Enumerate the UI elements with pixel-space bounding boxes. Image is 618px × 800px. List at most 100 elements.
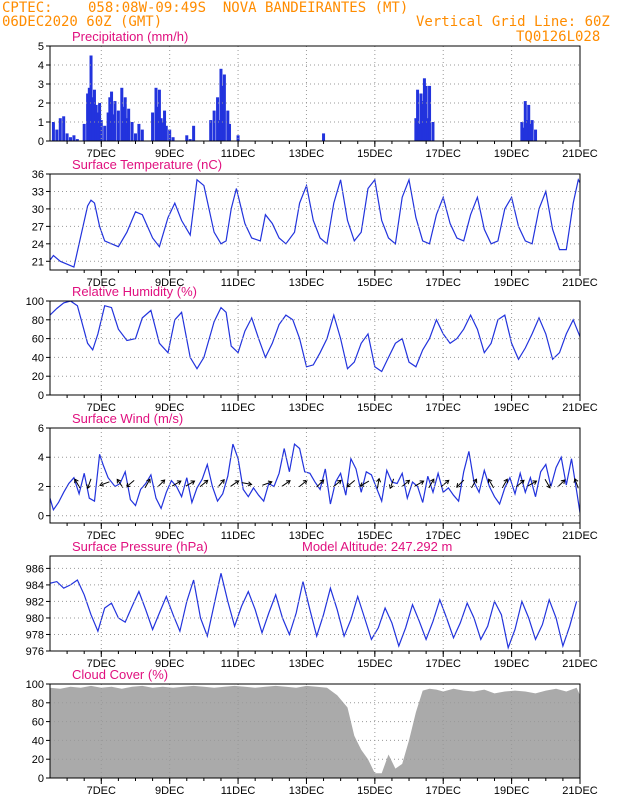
ytick-label-rh-4: 80 bbox=[32, 315, 44, 327]
xtick-label-rh-7: 21DEC bbox=[562, 402, 598, 414]
xtick-label-temp-5: 17DEC bbox=[425, 277, 461, 289]
panel-title-temp: Surface Temperature (nC) bbox=[72, 157, 222, 172]
wind-arrow-head bbox=[429, 478, 435, 484]
wind-arrow-shaft bbox=[574, 478, 579, 489]
precip-bar bbox=[226, 110, 230, 141]
ytick-label-pressure-5: 986 bbox=[26, 563, 44, 575]
precip-bar bbox=[212, 110, 216, 141]
precip-bar bbox=[120, 87, 124, 141]
xtick-label-wind-3: 13DEC bbox=[289, 530, 325, 542]
xtick-label-wind-6: 19DEC bbox=[494, 530, 530, 542]
xtick-label-pressure-1: 9DEC bbox=[155, 658, 184, 670]
precip-bar bbox=[86, 93, 90, 141]
precip-bar bbox=[75, 139, 79, 141]
panel-pressure: Surface Pressure (hPa) Model Altitude: 24… bbox=[26, 539, 598, 670]
wind-arrow-shaft bbox=[281, 480, 291, 487]
wind-arrow bbox=[333, 479, 342, 488]
xtick-label-rh-0: 7DEC bbox=[87, 402, 116, 414]
precip-bar bbox=[217, 120, 221, 141]
precip-bar bbox=[111, 114, 115, 141]
precip-bar bbox=[137, 123, 141, 141]
wind-arrow-head bbox=[419, 480, 425, 485]
wind-arrow-shaft bbox=[488, 478, 495, 489]
wind-arrow bbox=[487, 478, 495, 489]
precip-bar bbox=[125, 118, 129, 141]
wind-arrow bbox=[573, 477, 579, 489]
precip-bar bbox=[156, 106, 160, 141]
wind-arrow-shaft bbox=[527, 480, 537, 487]
wind-arrow bbox=[99, 481, 110, 487]
ytick-label-precip-2: 2 bbox=[38, 98, 44, 110]
xtick-label-precip-6: 19DEC bbox=[494, 148, 530, 160]
frame-pressure bbox=[49, 555, 581, 652]
xtick-label-precip-3: 13DEC bbox=[289, 148, 325, 160]
xtick-label-temp-0: 7DEC bbox=[87, 277, 116, 289]
panel-annotation-pressure: Model Altitude: 247.292 m bbox=[302, 539, 452, 554]
panel-title-wind: Surface Wind (m/s) bbox=[72, 411, 183, 426]
ytick-label-cloud-3: 60 bbox=[32, 717, 44, 729]
wind-arrow-head bbox=[86, 484, 92, 490]
xtick-label-temp-4: 15DEC bbox=[357, 277, 393, 289]
precip-bar bbox=[219, 68, 223, 141]
wind-arrow-shaft bbox=[74, 478, 81, 489]
ytick-label-rh-3: 60 bbox=[32, 334, 44, 346]
wind-arrow-head bbox=[247, 481, 253, 487]
ytick-label-cloud-5: 100 bbox=[26, 679, 44, 691]
precip-bar bbox=[113, 101, 117, 141]
wind-arrow-head bbox=[532, 480, 538, 485]
xtick-label-cloud-6: 19DEC bbox=[494, 785, 530, 797]
xtick-label-precip-5: 17DEC bbox=[425, 148, 461, 160]
panel-title-rh: Relative Humidity (%) bbox=[72, 284, 197, 299]
ytick-label-pressure-2: 980 bbox=[26, 613, 44, 625]
cloud-cover-area bbox=[50, 685, 580, 778]
precip-bar bbox=[520, 122, 524, 141]
wind-arrow-shaft bbox=[428, 478, 435, 489]
precip-bar bbox=[164, 125, 168, 141]
wind-arrow bbox=[281, 480, 291, 487]
ytick-label-wind-2: 4 bbox=[38, 452, 44, 464]
frame-precip bbox=[49, 45, 581, 142]
precip-bar bbox=[58, 118, 62, 141]
precip-bar bbox=[157, 89, 161, 141]
ytick-label-precip-0: 0 bbox=[38, 136, 44, 148]
wind-arrow-shaft bbox=[171, 480, 182, 487]
plot-area-wind bbox=[50, 442, 580, 513]
wind-arrow-shaft bbox=[333, 479, 342, 488]
ytick-label-temp-3: 30 bbox=[32, 204, 44, 216]
wind-arrow-head bbox=[337, 479, 342, 485]
precip-bar bbox=[171, 137, 175, 141]
ytick-label-cloud-2: 40 bbox=[32, 735, 44, 747]
wind-arrow-head bbox=[388, 484, 394, 490]
ytick-label-precip-3: 3 bbox=[38, 79, 44, 91]
plot-area-temp bbox=[50, 177, 580, 268]
precip-bar bbox=[106, 112, 110, 141]
wind-arrow bbox=[171, 480, 182, 487]
wind-arrow bbox=[456, 479, 465, 488]
wind-arrow-shaft bbox=[360, 480, 370, 487]
precip-bar bbox=[523, 101, 527, 141]
ytick-label-temp-4: 33 bbox=[32, 186, 44, 198]
xtick-label-pressure-6: 19DEC bbox=[494, 658, 530, 670]
series-line-rh bbox=[50, 301, 580, 373]
frame-temp bbox=[49, 173, 581, 271]
xtick-label-temp-2: 11DEC bbox=[221, 277, 256, 289]
precip-bar bbox=[431, 122, 435, 141]
ytick-label-temp-2: 27 bbox=[32, 221, 44, 233]
xtick-label-cloud-2: 11DEC bbox=[221, 785, 256, 797]
wind-arrow-head bbox=[220, 478, 225, 484]
precip-bar bbox=[161, 122, 165, 141]
xtick-label-rh-6: 19DEC bbox=[494, 402, 530, 414]
ytick-label-pressure-0: 976 bbox=[26, 646, 44, 658]
precip-bar bbox=[65, 133, 69, 141]
wind-arrow bbox=[376, 477, 382, 489]
wind-arrow-shaft bbox=[185, 480, 195, 487]
xtick-label-wind-0: 7DEC bbox=[87, 530, 116, 542]
precip-bar bbox=[222, 74, 226, 141]
xtick-label-rh-1: 9DEC bbox=[155, 402, 184, 414]
precip-bar bbox=[216, 97, 220, 141]
xtick-label-precip-4: 15DEC bbox=[357, 148, 393, 160]
wind-arrow bbox=[144, 478, 151, 489]
xtick-label-temp-7: 21DEC bbox=[562, 277, 598, 289]
precip-bar bbox=[92, 89, 96, 141]
plot-area-rh bbox=[50, 301, 580, 373]
